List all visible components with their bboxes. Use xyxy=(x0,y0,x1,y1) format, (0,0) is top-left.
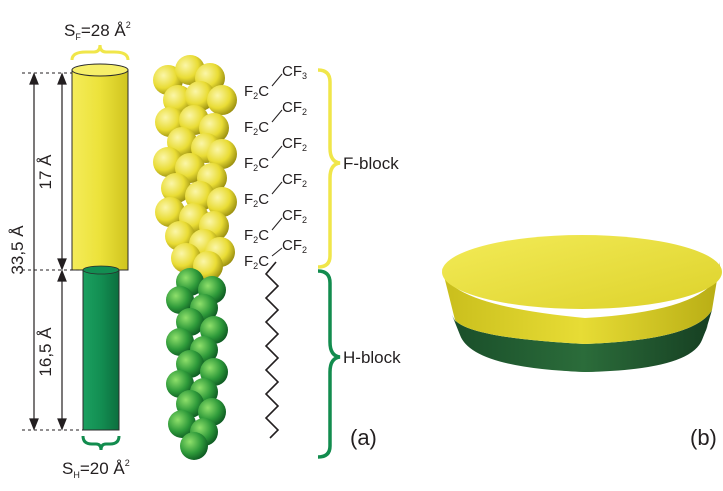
disk-hydro-band xyxy=(455,310,712,372)
fluoro-cylinder-top xyxy=(71,63,129,77)
panel-b-label: (b) xyxy=(690,425,717,450)
hydro-atom-sphere xyxy=(166,286,194,314)
formula-group-left: F2C xyxy=(244,227,269,245)
hydro-cylinder-join xyxy=(82,265,120,275)
sf-brace xyxy=(70,44,130,61)
disk-top xyxy=(442,235,722,309)
h-length-arrow xyxy=(57,269,67,431)
h-block-brace xyxy=(317,269,341,459)
fluoro-atom-sphere xyxy=(207,187,237,217)
f-length-label: 17 Å xyxy=(36,154,55,190)
formula-bond xyxy=(271,109,283,123)
fluoro-atom-sphere xyxy=(207,85,237,115)
dimension-guides xyxy=(22,72,83,431)
formula-bond xyxy=(271,247,283,257)
sh-area-label: SH=20 Å2 xyxy=(62,458,130,480)
sf-area-label: SF=28 Å2 xyxy=(64,20,131,42)
fluoro-atom-sphere xyxy=(155,197,185,227)
formula-group-right: CF3 xyxy=(282,63,307,81)
total-length-arrow xyxy=(29,72,39,431)
formula-group-right: CF2 xyxy=(282,171,307,189)
f-length-arrow xyxy=(57,72,67,271)
panel-a-label: (a) xyxy=(350,425,377,450)
formula-group-left: F2C xyxy=(244,83,269,101)
formula-group-right: CF2 xyxy=(282,207,307,225)
formula-group-left: F2C xyxy=(244,119,269,137)
total-length-label: 33,5 Å xyxy=(8,225,27,275)
formula-group-right: CF2 xyxy=(282,99,307,117)
formula-group-left: F2C xyxy=(244,155,269,173)
f-block-label: F-block xyxy=(343,154,399,173)
formula-bond xyxy=(271,73,283,87)
h-length-label: 16,5 Å xyxy=(36,327,55,377)
formula-group-right: CF2 xyxy=(282,237,307,255)
fluoro-atom-sphere xyxy=(207,139,237,169)
space-filling-model xyxy=(153,55,237,460)
hydro-atom-sphere xyxy=(168,410,196,438)
formula-group-left: F2C xyxy=(244,191,269,209)
formula-group-right: CF2 xyxy=(282,135,307,153)
formula-group-left: F2C xyxy=(244,253,269,271)
fluoro-atom-sphere xyxy=(161,173,191,203)
sh-brace xyxy=(81,435,121,451)
structural-formula: CF3 CF2 CF2 CF2 CF2 CF2 F2C F2C F2C F2C F2C F2C xyxy=(244,63,307,271)
hydro-atom-sphere xyxy=(166,328,194,356)
h-block-label: H-block xyxy=(343,348,401,367)
hemimicelle-disk xyxy=(442,235,722,372)
disk-fluoro-side xyxy=(442,262,721,344)
hydrocarbon-zigzag xyxy=(264,261,280,439)
formula-bond xyxy=(271,145,283,159)
hydro-cylinder xyxy=(82,269,120,431)
fluoro-cylinder xyxy=(71,69,129,271)
cylinder-model xyxy=(71,63,129,431)
hydro-atom-sphere xyxy=(180,432,208,460)
f-block-brace xyxy=(317,68,341,269)
formula-bond xyxy=(271,217,283,231)
formula-bond xyxy=(271,181,283,195)
